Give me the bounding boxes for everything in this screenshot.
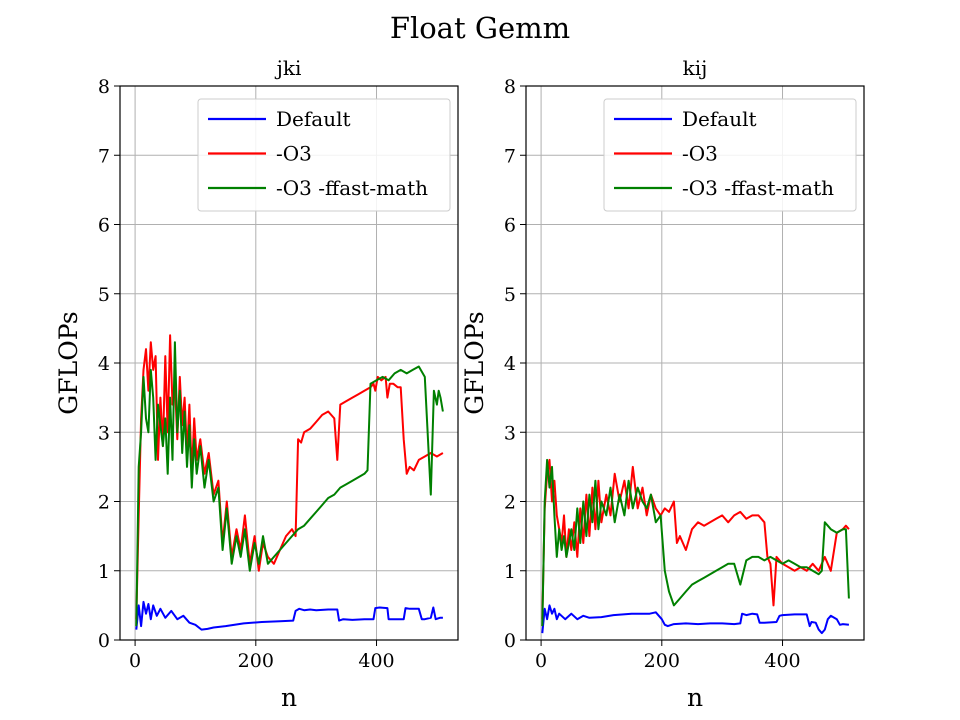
y-tick-label: 8 [504, 76, 516, 98]
series-line [541, 458, 850, 620]
y-tick-label: 5 [504, 284, 516, 306]
legend-box [603, 98, 857, 212]
legend-label: -O3 [682, 142, 718, 166]
chart-jki: jki 0 200 400 0 1 2 3 4 5 6 7 8 n GFLOPs Default -O3 -O3 … [54, 56, 459, 712]
y-tick-label: 0 [504, 630, 516, 652]
x-axis-label: n [687, 683, 703, 712]
x-tick-label: 400 [358, 650, 394, 672]
y-tick-label: 6 [504, 215, 516, 237]
y-tick-label: 1 [98, 561, 110, 583]
series-line [135, 341, 444, 627]
x-tick-label: 0 [129, 650, 141, 672]
legend-label: Default [682, 107, 757, 131]
series-line [135, 600, 443, 631]
legend-label: Default [276, 107, 351, 131]
y-tick-label: 7 [98, 145, 110, 167]
subplot-title: jki [275, 56, 302, 80]
x-tick-label: 0 [535, 650, 547, 672]
legend-label: -O3 [276, 142, 312, 166]
legend-label: -O3 -ffast-math [276, 176, 428, 200]
x-axis-label: n [281, 683, 297, 712]
y-tick-label: 2 [98, 492, 110, 514]
series-line [541, 604, 850, 635]
series-line [541, 458, 850, 627]
y-tick-label: 1 [504, 561, 516, 583]
y-tick-label: 3 [98, 422, 110, 444]
x-tick-label: 200 [238, 650, 274, 672]
y-tick-label: 8 [98, 76, 110, 98]
y-tick-label: 2 [504, 492, 516, 514]
chart-kij: kij 0 200 400 0 1 2 3 4 5 6 7 8 n GFLOPs Default -O3 -O3 … [460, 56, 865, 712]
y-tick-label: 6 [98, 215, 110, 237]
y-tick-label: 7 [504, 145, 516, 167]
x-tick-label: 200 [644, 650, 680, 672]
figure-title: Float Gemm [390, 11, 570, 45]
x-tick-label: 400 [764, 650, 800, 672]
y-axis-label: GFLOPs [460, 311, 489, 414]
legend-label: -O3 -ffast-math [682, 176, 834, 200]
y-axis-label: GFLOPs [54, 311, 83, 414]
legend-box [197, 98, 451, 212]
y-tick-label: 3 [504, 422, 516, 444]
y-tick-label: 0 [98, 630, 110, 652]
series-line [135, 334, 444, 620]
y-tick-label: 5 [98, 284, 110, 306]
y-tick-label: 4 [98, 353, 110, 375]
subplot-title: kij [683, 56, 708, 80]
y-tick-label: 4 [504, 353, 516, 375]
